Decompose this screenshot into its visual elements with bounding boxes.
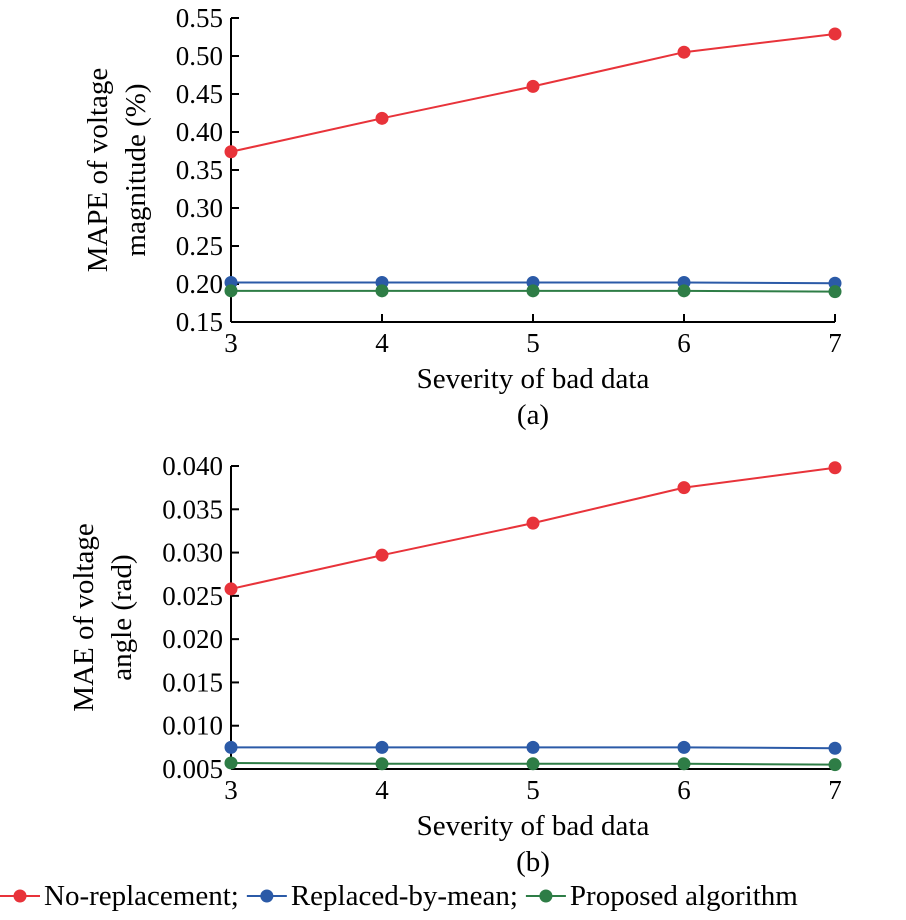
legend-marker-proposed-algorithm — [539, 889, 553, 903]
y-tick-label: 0.50 — [176, 41, 223, 71]
y-tick-label: 0.25 — [176, 231, 223, 261]
data-point-no-replacement — [224, 582, 238, 596]
data-point-proposed-algorithm — [224, 284, 238, 298]
legend-marker-no-replacement — [13, 889, 27, 903]
y-tick-label: 0.030 — [162, 538, 223, 568]
data-point-no-replacement — [526, 516, 540, 530]
y-axis-title-line: MAE of voltage — [68, 523, 100, 711]
y-tick-label: 0.005 — [162, 754, 223, 784]
y-tick-label: 0.35 — [176, 155, 223, 185]
y-tick-label: 0.55 — [176, 3, 223, 33]
data-point-no-replacement — [224, 145, 238, 159]
x-tick-label: 4 — [375, 328, 389, 358]
y-tick-label: 0.30 — [176, 193, 223, 223]
chart-b: 0.005 0.010 0.015 0.020 0.025 0.030 0.035 0.040… — [68, 451, 842, 878]
y-axis-title-line: angle (rad) — [106, 554, 138, 680]
data-point-replaced-by-mean — [375, 740, 389, 754]
x-tick-label: 5 — [526, 775, 540, 805]
x-tick-label: 5 — [526, 328, 540, 358]
x-axis-title: Severity of bad data — [417, 363, 650, 395]
legend-label-replaced-by-mean: Replaced-by-mean; — [291, 880, 518, 912]
y-tick-label: 0.035 — [162, 494, 223, 524]
x-tick-label: 4 — [375, 775, 389, 805]
data-point-no-replacement — [828, 461, 842, 475]
x-tick-label: 3 — [224, 328, 238, 358]
y-tick-label: 0.025 — [162, 581, 223, 611]
data-point-no-replacement — [526, 79, 540, 93]
data-point-no-replacement — [677, 45, 691, 59]
legend-label-no-replacement: No-replacement; — [44, 880, 239, 912]
data-point-proposed-algorithm — [677, 757, 691, 771]
panel-caption: (b) — [516, 846, 550, 878]
y-tick-label: 0.40 — [176, 117, 223, 147]
data-point-proposed-algorithm — [526, 757, 540, 771]
data-point-proposed-algorithm — [375, 284, 389, 298]
legend-marker-replaced-by-mean — [260, 889, 274, 903]
data-point-proposed-algorithm — [677, 284, 691, 298]
y-tick-label: 0.040 — [162, 451, 223, 481]
x-tick-label: 7 — [828, 328, 842, 358]
x-tick-label: 6 — [677, 328, 691, 358]
data-point-replaced-by-mean — [526, 740, 540, 754]
x-tick-label: 6 — [677, 775, 691, 805]
legend-label-proposed-algorithm: Proposed algorithm — [570, 880, 798, 912]
y-tick-label: 0.20 — [176, 269, 223, 299]
data-point-replaced-by-mean — [224, 740, 238, 754]
x-tick-label: 3 — [224, 775, 238, 805]
data-point-proposed-algorithm — [828, 285, 842, 299]
y-axis-title-line: MAPE of voltage — [82, 68, 114, 273]
data-point-no-replacement — [375, 548, 389, 562]
y-tick-label: 0.020 — [162, 624, 223, 654]
y-tick-label: 0.15 — [176, 307, 223, 337]
data-point-replaced-by-mean — [828, 741, 842, 755]
y-axis-title-line: magnitude (%) — [120, 83, 152, 256]
y-tick-label: 0.010 — [162, 711, 223, 741]
data-point-no-replacement — [375, 111, 389, 125]
data-point-proposed-algorithm — [526, 284, 540, 298]
y-tick-label: 0.45 — [176, 79, 223, 109]
data-point-proposed-algorithm — [375, 757, 389, 771]
data-point-replaced-by-mean — [677, 740, 691, 754]
data-point-no-replacement — [677, 481, 691, 495]
data-point-proposed-algorithm — [828, 758, 842, 772]
y-tick-label: 0.015 — [162, 667, 223, 697]
x-axis-title: Severity of bad data — [417, 810, 650, 842]
x-tick-label: 7 — [828, 775, 842, 805]
legend: No-replacement; Replaced-by-mean; Proposed… — [0, 880, 798, 912]
data-point-no-replacement — [828, 27, 842, 41]
panel-caption: (a) — [517, 399, 549, 431]
chart-a: 0.15 0.20 0.25 0.30 0.35 0.40 0.45 0.50 0.55 3 4 5 6… — [82, 3, 842, 431]
data-point-proposed-algorithm — [224, 756, 238, 770]
